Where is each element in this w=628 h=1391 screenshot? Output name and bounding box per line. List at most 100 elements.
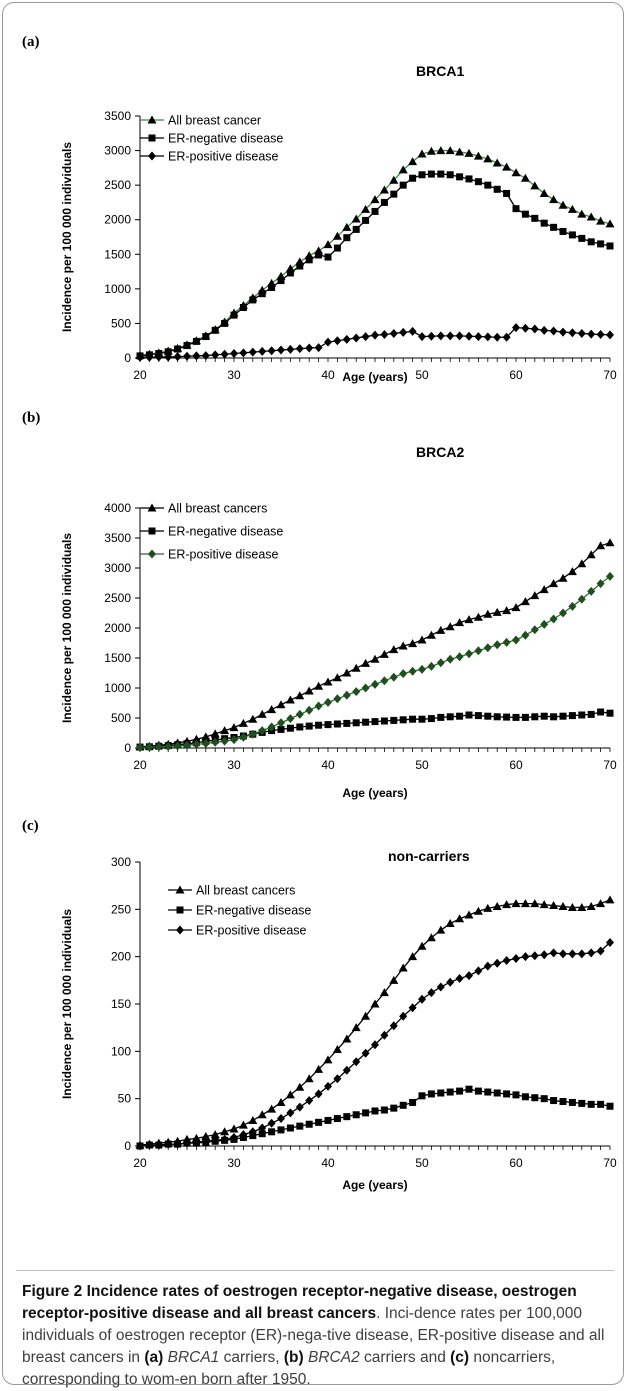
data-point-b-1 bbox=[465, 711, 473, 719]
data-point-a-1 bbox=[484, 181, 492, 189]
data-point-c-1 bbox=[456, 1087, 464, 1095]
data-point-a-0 bbox=[455, 147, 465, 156]
data-point-c-0 bbox=[323, 1055, 333, 1064]
data-point-b-0 bbox=[295, 691, 305, 700]
data-point-b-0 bbox=[379, 649, 389, 658]
data-point-c-2 bbox=[239, 1130, 248, 1140]
data-point-a-0 bbox=[332, 231, 342, 240]
data-point-b-0 bbox=[586, 550, 596, 559]
data-point-c-0 bbox=[257, 1110, 267, 1119]
data-point-b-2 bbox=[587, 586, 596, 596]
data-point-c-1 bbox=[540, 1095, 548, 1103]
chart-c: 0 50 100 150 200 250 300 20 30 40 50 60 70 Age (years… bbox=[60, 855, 617, 1192]
data-point-b-1 bbox=[597, 708, 605, 716]
data-point-c-2 bbox=[361, 1048, 370, 1058]
data-point-c-0 bbox=[464, 910, 474, 919]
data-point-a-1 bbox=[239, 304, 247, 312]
data-point-b-0 bbox=[511, 603, 521, 612]
data-point-c-1 bbox=[465, 1085, 473, 1093]
data-point-a-2 bbox=[549, 326, 558, 336]
x-tick-label-c: 20 bbox=[133, 1156, 147, 1170]
series-line-b-1 bbox=[139, 711, 611, 748]
data-point-a-2 bbox=[136, 352, 144, 362]
data-point-c-2 bbox=[483, 961, 492, 971]
data-point-c-2 bbox=[267, 1118, 276, 1128]
y-tick-label-c: 150 bbox=[111, 997, 131, 1011]
data-point-c-2 bbox=[474, 966, 483, 976]
data-point-a-0 bbox=[549, 195, 559, 204]
legend-marker-b-2 bbox=[148, 549, 156, 559]
data-point-b-0 bbox=[558, 573, 568, 582]
data-point-a-1 bbox=[221, 319, 229, 327]
data-point-c-0 bbox=[248, 1115, 258, 1124]
data-point-b-0 bbox=[577, 559, 587, 568]
data-point-c-0 bbox=[502, 900, 512, 909]
data-point-a-2 bbox=[577, 328, 586, 338]
data-point-c-2 bbox=[145, 1140, 154, 1150]
data-point-a-0 bbox=[436, 146, 446, 155]
data-point-b-2 bbox=[173, 741, 182, 751]
data-point-a-1 bbox=[503, 189, 511, 197]
data-point-b-0 bbox=[267, 705, 277, 714]
data-point-b-0 bbox=[596, 541, 606, 550]
data-point-a-1 bbox=[362, 216, 370, 224]
data-point-b-1 bbox=[324, 721, 332, 729]
series-line-c-1 bbox=[139, 1088, 611, 1147]
x-tick-label-b: 50 bbox=[415, 758, 429, 772]
data-point-a-2 bbox=[568, 328, 577, 338]
data-point-c-1 bbox=[474, 1087, 482, 1095]
data-point-a-0 bbox=[361, 204, 371, 213]
x-tick-label-c: 70 bbox=[603, 1156, 617, 1170]
data-point-b-1 bbox=[380, 717, 388, 725]
panel-label-a: (a) bbox=[22, 34, 40, 50]
chart-a: 0 500 1000 1500 2000 2500 3000 3500 20 30 40 50 60 70… bbox=[60, 109, 617, 384]
chart-title-a: BRCA1 bbox=[416, 63, 465, 79]
data-point-c-0 bbox=[483, 903, 493, 912]
data-point-b-0 bbox=[445, 622, 455, 631]
data-point-b-2 bbox=[145, 742, 154, 752]
data-point-b-0 bbox=[567, 567, 577, 576]
data-point-c-2 bbox=[201, 1136, 210, 1146]
data-point-b-0 bbox=[473, 612, 483, 621]
data-point-b-1 bbox=[606, 709, 614, 717]
data-point-b-0 bbox=[605, 538, 615, 547]
data-point-c-2 bbox=[248, 1127, 257, 1137]
data-point-c-2 bbox=[295, 1102, 304, 1112]
data-point-a-2 bbox=[408, 326, 417, 336]
data-point-c-2 bbox=[286, 1108, 295, 1118]
legend-label-a-1: ER-negative disease bbox=[168, 132, 283, 146]
data-point-a-2 bbox=[380, 329, 389, 339]
data-point-b-0 bbox=[285, 695, 295, 704]
data-point-a-1 bbox=[446, 171, 454, 179]
caption-label-a: (a) bbox=[144, 1349, 164, 1366]
data-point-c-0 bbox=[295, 1082, 305, 1091]
data-point-c-0 bbox=[445, 919, 455, 928]
data-point-b-2 bbox=[389, 672, 398, 682]
data-point-a-2 bbox=[436, 331, 445, 341]
legend-label-a-2: ER-positive disease bbox=[168, 150, 279, 164]
caption-gene-a: BRCA1 bbox=[167, 1349, 220, 1366]
data-point-a-1 bbox=[465, 175, 473, 183]
data-point-b-1 bbox=[484, 712, 492, 720]
data-point-c-2 bbox=[352, 1057, 361, 1067]
data-point-a-1 bbox=[286, 269, 294, 277]
data-point-a-1 bbox=[437, 170, 445, 178]
data-point-a-1 bbox=[390, 190, 398, 198]
data-point-c-2 bbox=[258, 1123, 267, 1133]
data-point-a-1 bbox=[531, 214, 539, 222]
data-point-c-0 bbox=[220, 1127, 230, 1136]
data-point-c-0 bbox=[379, 988, 389, 997]
data-point-c-2 bbox=[512, 954, 520, 964]
data-point-a-2 bbox=[342, 334, 351, 344]
data-point-c-2 bbox=[540, 950, 549, 960]
data-point-a-1 bbox=[174, 345, 182, 353]
data-point-c-2 bbox=[333, 1074, 342, 1084]
data-point-a-1 bbox=[277, 277, 285, 285]
data-point-c-1 bbox=[390, 1104, 398, 1112]
data-point-c-1 bbox=[606, 1102, 614, 1110]
data-point-a-0 bbox=[586, 212, 596, 221]
data-point-c-2 bbox=[530, 951, 539, 961]
data-point-a-0 bbox=[417, 149, 427, 158]
data-point-b-2 bbox=[474, 646, 483, 656]
data-point-a-1 bbox=[597, 240, 605, 248]
